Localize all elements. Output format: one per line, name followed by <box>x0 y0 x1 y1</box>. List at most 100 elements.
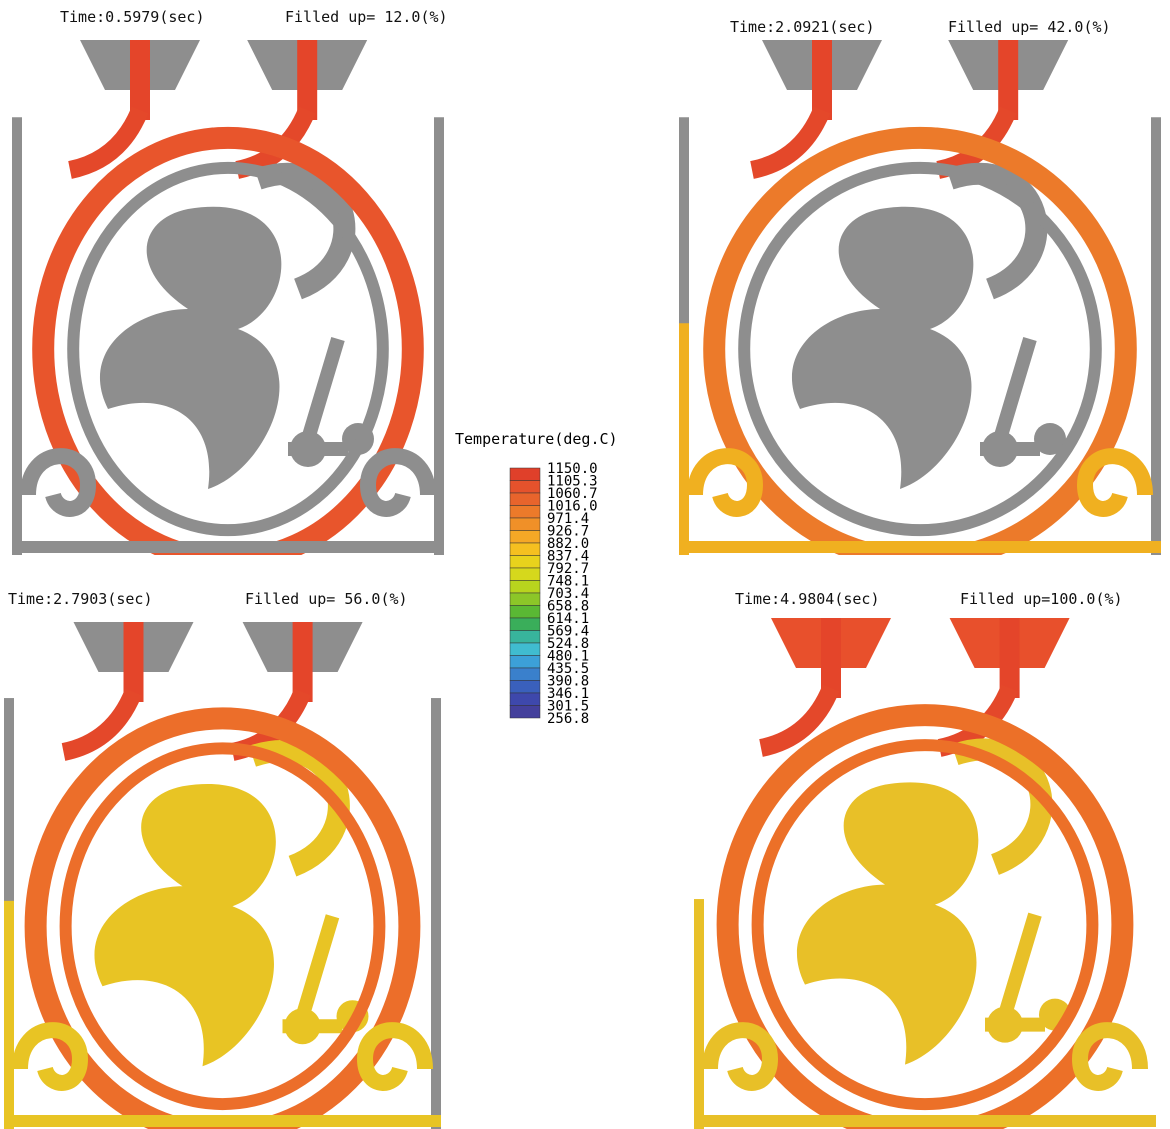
swirl <box>249 740 350 877</box>
frame-bar <box>679 323 689 555</box>
scroll <box>356 1022 433 1091</box>
legend-swatch <box>509 530 541 544</box>
legend-label: 882.0 <box>547 536 589 552</box>
legend-swatch <box>509 567 541 581</box>
legend-swatch <box>509 542 541 556</box>
frame-bar <box>1151 117 1161 555</box>
legend-swatch <box>509 655 541 669</box>
base-bar <box>4 1115 441 1127</box>
legend-swatch <box>509 517 541 531</box>
legend-label: 390.8 <box>547 674 589 690</box>
base-bar <box>694 1115 1156 1127</box>
legend-swatch <box>509 642 541 656</box>
frame-bar <box>4 900 14 1129</box>
casting-panel <box>694 618 1156 1129</box>
knob <box>284 1008 321 1045</box>
sprue <box>297 40 318 120</box>
flourish <box>99 206 282 489</box>
legend-swatch <box>509 480 541 494</box>
knob <box>987 1006 1023 1043</box>
flourish <box>796 782 979 1065</box>
time-label: Time:0.5979(sec) <box>60 8 205 26</box>
stem <box>980 336 1040 456</box>
frame-bar <box>431 698 441 1129</box>
legend-label: 792.7 <box>547 561 589 577</box>
runner <box>758 684 840 757</box>
scroll <box>20 448 97 517</box>
frame-bar <box>1146 694 1156 1129</box>
legend-label: 480.1 <box>547 649 589 665</box>
casting-panel <box>12 40 444 555</box>
legend-label: 658.8 <box>547 599 589 615</box>
legend-label: 837.4 <box>547 549 589 565</box>
scroll <box>687 448 764 517</box>
legend-label: 926.7 <box>547 524 589 540</box>
sprue <box>821 618 841 698</box>
legend-label: 301.5 <box>547 699 589 715</box>
ring <box>716 704 1134 1129</box>
scroll <box>359 448 436 517</box>
legend-swatch <box>509 592 541 606</box>
sprue <box>812 40 832 120</box>
legend-label: 971.4 <box>547 511 589 527</box>
legend-swatch <box>509 705 541 719</box>
time-label: Time:2.0921(sec) <box>730 18 875 36</box>
frame-bar <box>12 323 22 555</box>
legend-swatch <box>509 680 541 694</box>
frame-bar <box>434 117 444 555</box>
scroll <box>702 1022 779 1091</box>
legend-label: 256.8 <box>547 711 589 727</box>
sprue <box>292 622 313 702</box>
sprue <box>130 40 150 120</box>
legend-swatch <box>509 667 541 681</box>
casting-panel <box>679 40 1161 555</box>
sprue <box>999 618 1020 698</box>
base-bar <box>12 541 444 553</box>
legend-swatch <box>509 605 541 619</box>
legend-swatch <box>509 580 541 594</box>
ring <box>32 126 424 555</box>
filled-label: Filled up= 56.0(%) <box>245 590 408 608</box>
legend-swatch <box>509 467 541 481</box>
stem <box>985 912 1045 1032</box>
ring-inner <box>738 161 1102 537</box>
filled-label: Filled up= 42.0(%) <box>948 18 1111 36</box>
legend-swatch <box>509 630 541 644</box>
legend-label: 524.8 <box>547 636 589 652</box>
legend-label: 346.1 <box>547 686 589 702</box>
legend-label: 614.1 <box>547 611 589 627</box>
knob <box>982 431 1018 467</box>
flourish <box>94 783 276 1067</box>
legend-label: 569.4 <box>547 624 589 640</box>
legend-swatch <box>509 492 541 506</box>
legend-label: 435.5 <box>547 661 589 677</box>
knob <box>1034 423 1066 455</box>
filled-label: Filled up= 12.0(%) <box>285 8 448 26</box>
scroll <box>1076 448 1153 517</box>
scroll <box>1071 1022 1148 1091</box>
sprue <box>998 40 1019 120</box>
knob <box>290 431 326 467</box>
legend-swatch <box>509 555 541 569</box>
time-label: Time:4.9804(sec) <box>735 590 880 608</box>
legend-swatch <box>509 692 541 706</box>
legend-label: 1016.0 <box>547 499 598 515</box>
legend-swatch <box>509 505 541 519</box>
ring <box>703 126 1137 555</box>
ring-inner <box>67 161 389 537</box>
ring-inner <box>751 739 1099 1111</box>
ring-inner <box>59 742 386 1111</box>
scroll <box>12 1022 89 1091</box>
stem <box>288 336 348 456</box>
runner <box>67 106 149 179</box>
flourish <box>791 206 974 489</box>
runner <box>61 688 142 761</box>
legend-label: 748.1 <box>547 574 589 590</box>
time-label: Time:2.7903(sec) <box>8 590 153 608</box>
legend: 1150.01105.31060.71016.0971.4926.7882.08… <box>509 462 598 727</box>
legend-label: 1150.0 <box>547 462 598 477</box>
frame-bar <box>694 899 704 1129</box>
legend-label: 1060.7 <box>547 486 598 502</box>
base-bar <box>679 541 1161 553</box>
legend-label: 1105.3 <box>547 474 598 490</box>
